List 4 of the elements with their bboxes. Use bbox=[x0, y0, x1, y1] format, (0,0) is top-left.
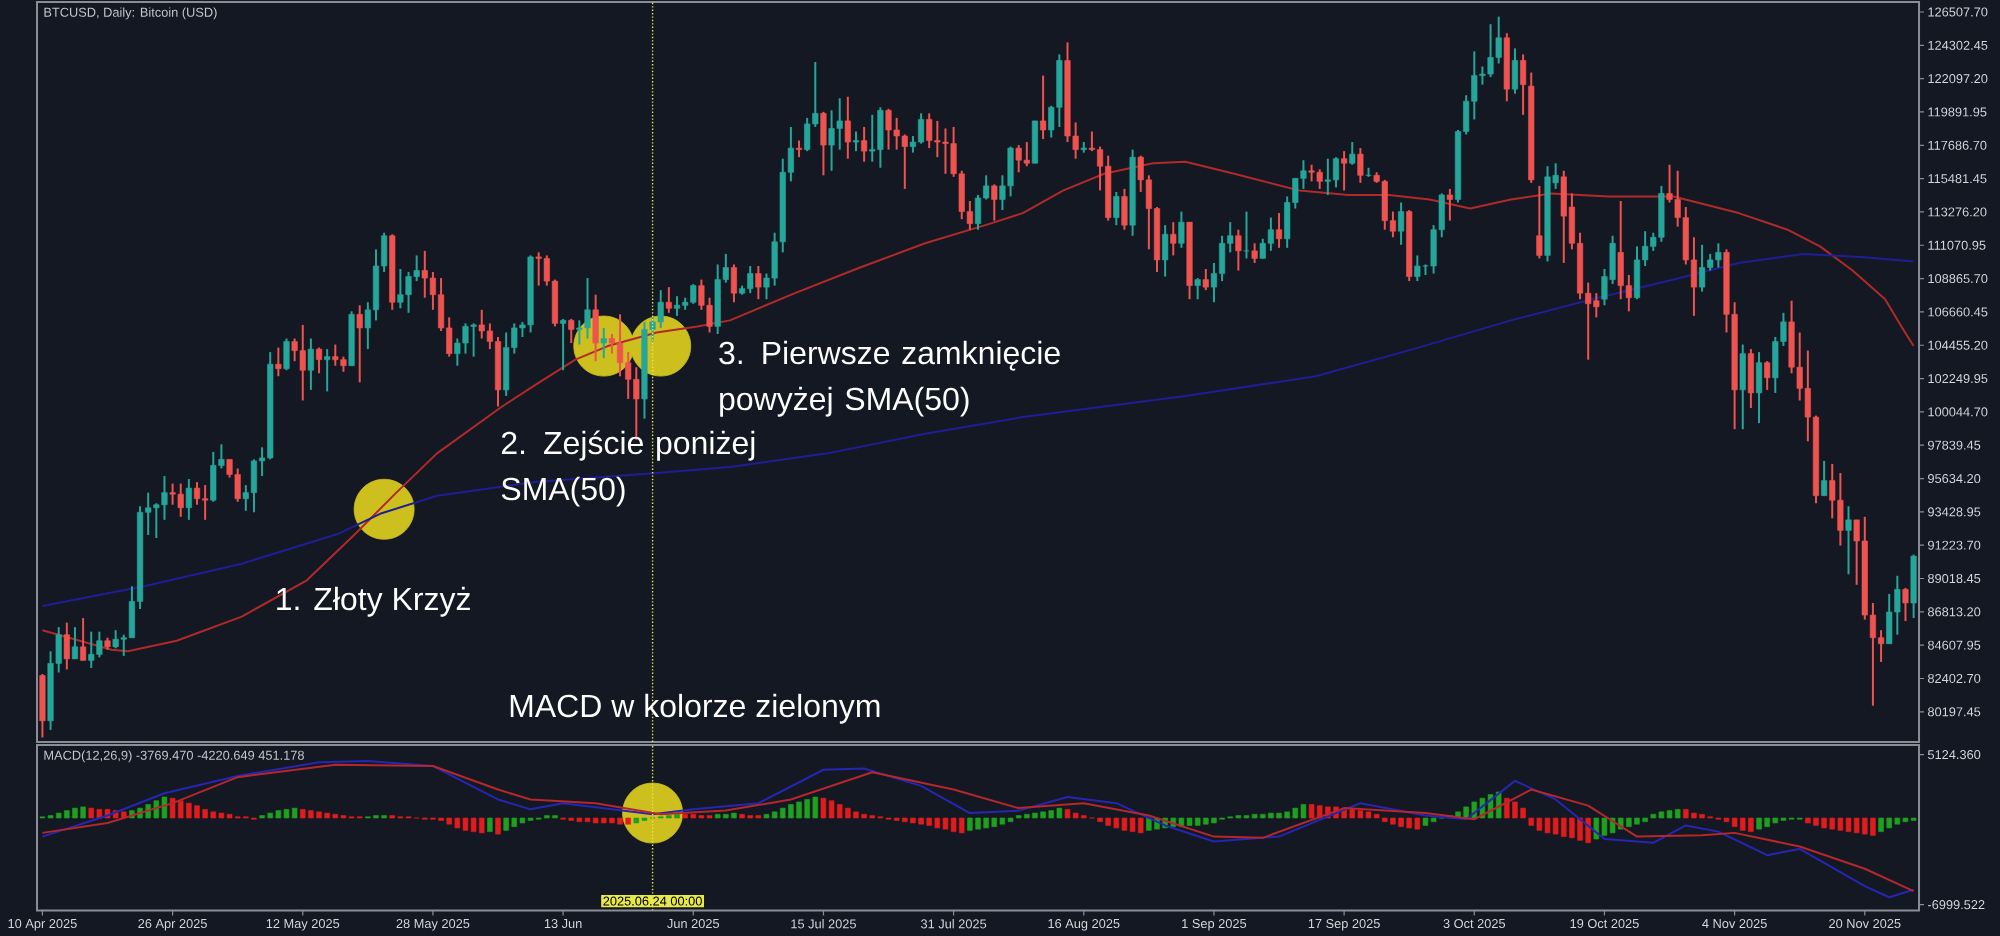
annotation: 3. Pierwsze zamknięcie powyżej SMA(50) bbox=[719, 340, 1060, 417]
annotation: MACD w kolorze zielonym bbox=[510, 693, 880, 724]
annotation: 1. Złoty Krzyż bbox=[277, 586, 470, 617]
annotation: 2. Zejście poniżej SMA(50) bbox=[501, 430, 755, 507]
